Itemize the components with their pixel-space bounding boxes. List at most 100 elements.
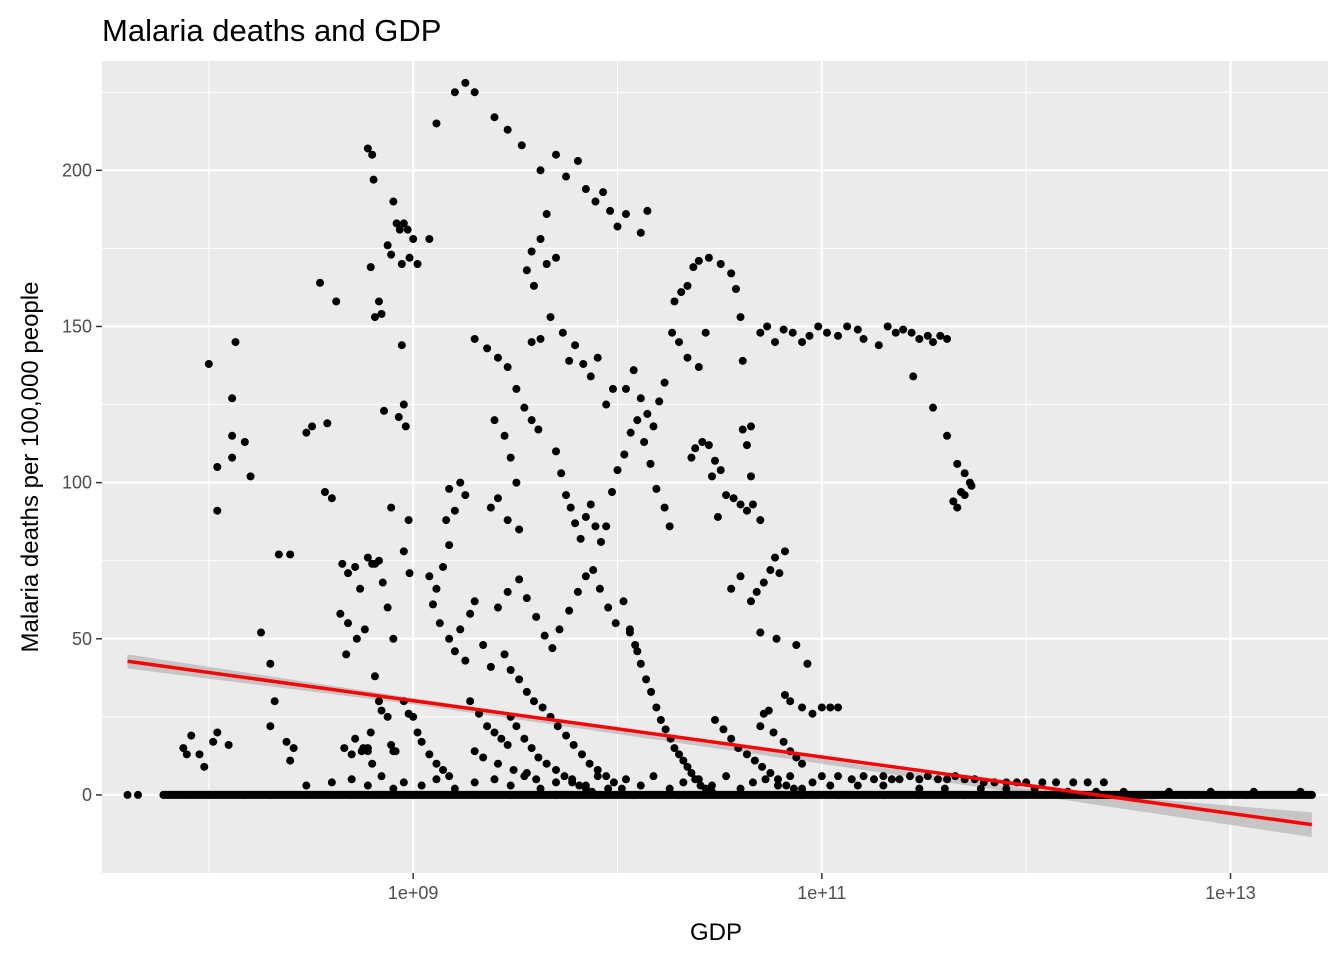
data-point — [585, 759, 594, 768]
data-point — [383, 241, 392, 250]
data-point — [527, 416, 536, 425]
data-point — [204, 359, 213, 368]
data-point — [270, 697, 279, 706]
data-point — [308, 422, 317, 431]
data-point — [302, 781, 311, 790]
data-point — [413, 728, 422, 737]
data-point — [929, 403, 938, 412]
data-point — [649, 422, 658, 431]
data-point — [327, 494, 336, 503]
data-point — [943, 431, 952, 440]
data-point — [417, 781, 426, 790]
data-point — [548, 644, 557, 653]
panel-background — [102, 61, 1328, 873]
y-tick-label: 0 — [82, 785, 92, 805]
data-point — [870, 775, 879, 784]
data-point — [399, 400, 408, 409]
trend-line — [127, 659, 1313, 827]
data-point — [316, 278, 325, 287]
data-point — [631, 641, 640, 650]
plot-panel — [102, 61, 1328, 873]
data-point — [432, 775, 441, 784]
data-point — [503, 125, 512, 134]
data-point — [923, 331, 932, 340]
data-point — [522, 266, 531, 275]
data-point — [1002, 784, 1011, 793]
data-point — [581, 572, 590, 581]
data-point — [286, 756, 295, 765]
data-point — [905, 772, 914, 781]
data-point — [933, 775, 942, 784]
data-point — [351, 734, 360, 743]
data-point — [470, 778, 479, 787]
data-point — [591, 522, 600, 531]
data-point — [764, 706, 773, 715]
data-point — [640, 438, 649, 447]
data-point — [344, 619, 353, 628]
data-point — [569, 740, 578, 749]
data-point — [859, 334, 868, 343]
data-point — [704, 441, 713, 450]
data-point — [366, 728, 375, 737]
data-point — [399, 778, 408, 787]
data-point — [338, 559, 347, 568]
data-point — [483, 344, 492, 353]
data-point — [340, 744, 349, 753]
data-point — [490, 775, 499, 784]
data-point — [363, 553, 372, 562]
data-point — [557, 469, 566, 478]
data-point — [779, 737, 788, 746]
data-point — [593, 765, 602, 774]
data-point — [490, 113, 499, 122]
data-point — [759, 578, 768, 587]
data-point — [286, 550, 295, 559]
data-point — [542, 210, 551, 219]
data-point — [195, 750, 204, 759]
data-point — [213, 728, 222, 737]
data-point — [389, 197, 398, 206]
data-point — [656, 715, 665, 724]
data-point — [522, 594, 531, 603]
data-point — [834, 772, 843, 781]
data-point — [536, 784, 545, 793]
data-point — [727, 269, 736, 278]
data-point — [788, 328, 797, 337]
data-point — [187, 731, 196, 740]
data-point — [209, 737, 218, 746]
data-point — [636, 394, 645, 403]
data-point — [347, 775, 356, 784]
data-point — [224, 740, 233, 749]
x-axis-ticks: 1e+09 1e+11 1e+13 — [388, 873, 1256, 903]
data-point — [683, 762, 692, 771]
y-tick-label: 50 — [72, 629, 92, 649]
data-point — [602, 772, 611, 781]
data-point — [929, 338, 938, 347]
data-point — [506, 453, 515, 462]
data-point — [320, 487, 329, 496]
data-point — [619, 597, 628, 606]
data-point — [392, 219, 401, 228]
data-point — [432, 119, 441, 128]
data-point — [586, 500, 595, 509]
data-point — [389, 784, 398, 793]
data-point — [374, 556, 383, 565]
data-point — [814, 322, 823, 331]
data-point — [620, 450, 629, 459]
data-point — [843, 322, 852, 331]
data-point — [1038, 778, 1047, 787]
data-point — [701, 328, 710, 337]
data-point — [591, 197, 600, 206]
data-point — [391, 747, 400, 756]
data-point — [425, 750, 434, 759]
data-point — [565, 606, 574, 615]
data-point — [351, 562, 360, 571]
data-point — [746, 472, 755, 481]
data-point — [629, 366, 638, 375]
data-point — [602, 522, 611, 531]
data-point — [538, 703, 547, 712]
data-point — [736, 313, 745, 322]
data-point — [834, 331, 843, 340]
data-point — [636, 228, 645, 237]
data-point — [599, 188, 608, 197]
data-point — [551, 447, 560, 456]
